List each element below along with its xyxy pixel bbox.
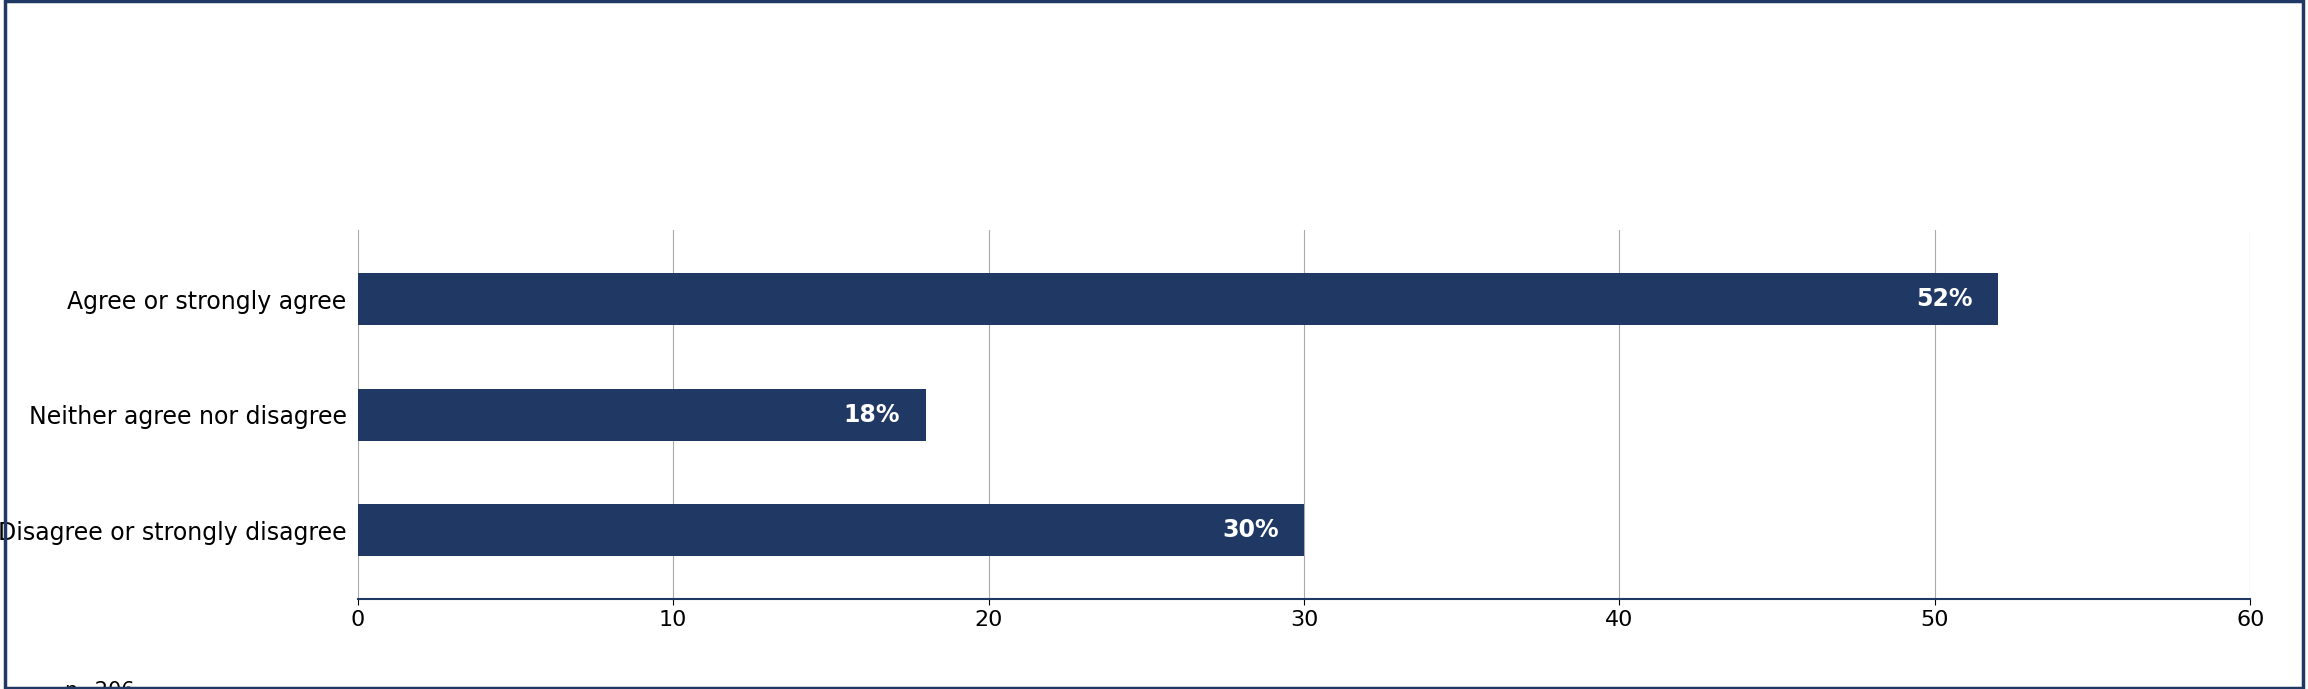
Text: n=206: n=206 bbox=[65, 681, 136, 689]
Bar bbox=[358, 274, 1999, 325]
Text: 18%: 18% bbox=[845, 402, 900, 426]
Text: 30%: 30% bbox=[1223, 518, 1279, 542]
Text: about accommodations used by employees with disabilities.: about accommodations used by employees w… bbox=[736, 157, 1872, 189]
Text: The IT staff hired by my employer or contract are knowledgeable: The IT staff hired by my employer or con… bbox=[690, 66, 1918, 99]
Text: 52%: 52% bbox=[1916, 287, 1973, 311]
Bar bbox=[358, 504, 1304, 556]
Bar bbox=[358, 389, 926, 441]
